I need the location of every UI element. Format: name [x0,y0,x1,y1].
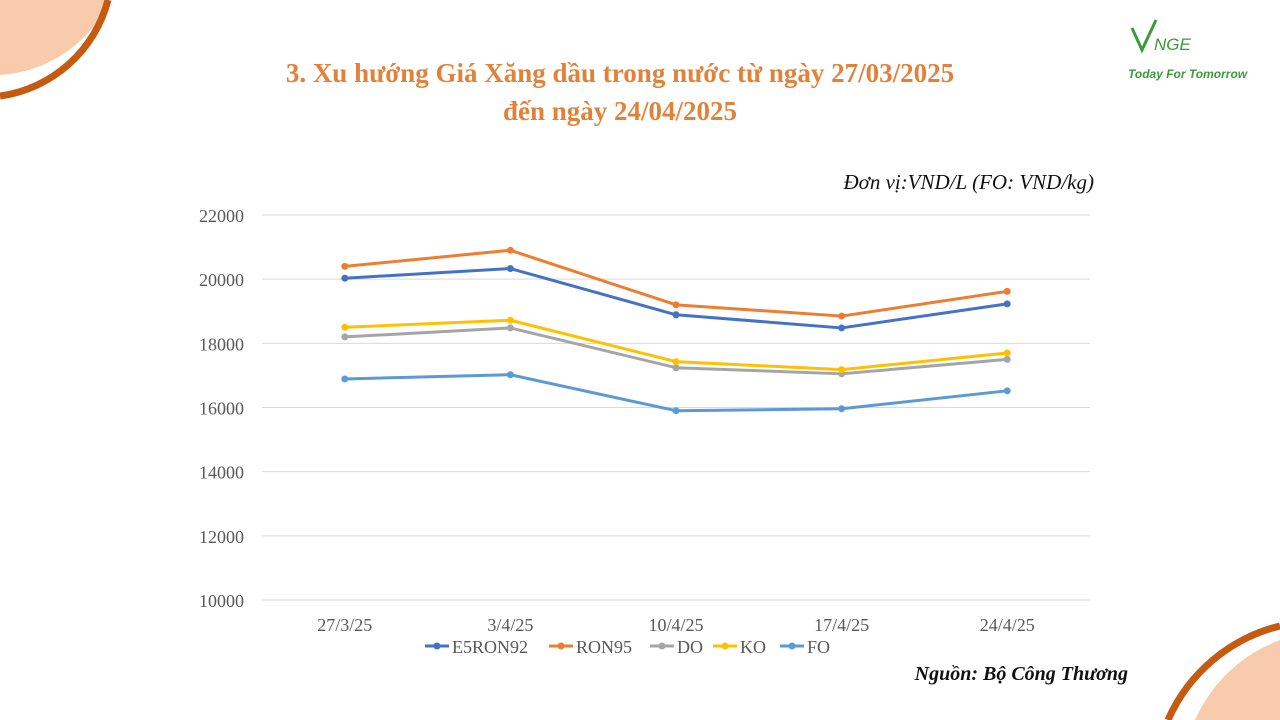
top-left-peach-arc [0,0,110,75]
series-lines [341,246,1011,415]
data-point [506,316,514,324]
legend: E5RON92 RON95 DO KO FO [425,637,830,657]
data-point [672,301,680,309]
legend-swatch-marker [788,642,796,650]
data-point [838,312,846,320]
data-point [838,405,846,413]
y-tick-label: 18000 [199,334,244,354]
series-line [344,373,1008,413]
data-point [506,265,514,273]
chart-title-line2: đến ngày 24/04/2025 [502,96,738,126]
data-point [1003,355,1011,363]
legend-item-ko: KO [713,637,766,657]
x-tick-label: 27/3/25 [317,615,372,635]
x-axis-tick-labels: 27/3/25 3/4/25 10/4/25 17/4/25 24/4/25 [317,615,1034,635]
bottom-right-orange-arc [1164,622,1280,720]
y-tick-label: 20000 [199,270,244,290]
data-point [838,366,846,374]
chart-title-line1: 3. Xu hướng Giá Xăng dầu trong nước từ n… [285,58,955,88]
data-point [1003,387,1011,395]
data-point [341,262,349,270]
x-tick-label: 10/4/25 [648,615,703,635]
data-point [506,371,514,379]
data-point [341,323,349,331]
data-point [341,375,349,383]
data-point [672,311,680,319]
legend-item-e5ron92: E5RON92 [425,637,528,657]
source-note: Nguồn: Bộ Công Thương [914,663,1128,685]
y-tick-label: 10000 [199,591,244,611]
series-fo [341,371,1011,415]
series-line [344,267,1008,330]
logo-text: NGE [1154,35,1192,54]
series-do [341,324,1011,378]
legend-swatch-marker [557,642,565,650]
logo-tagline: Today For Tomorrow [1128,67,1248,81]
data-point [341,274,349,282]
x-tick-label: 3/4/25 [487,615,533,635]
legend-item-ron95: RON95 [549,637,632,657]
data-point [672,407,680,415]
legend-label: DO [677,637,703,657]
y-axis-tick-labels: 10000 12000 14000 16000 18000 20000 22000 [199,206,244,611]
data-point [506,246,514,254]
data-point [672,364,680,372]
series-e5ron92 [341,265,1011,332]
series-ron95 [341,246,1011,320]
legend-label: E5RON92 [452,637,528,657]
legend-swatch-marker [721,642,729,650]
data-point [672,358,680,366]
series-ko [341,316,1011,374]
legend-label: KO [740,637,766,657]
unit-note: Đơn vị:VND/L (FO: VND/kg) [843,170,1094,194]
legend-swatch-marker [658,642,666,650]
x-tick-label: 17/4/25 [814,615,869,635]
legend-label: RON95 [576,637,632,657]
data-point [838,324,846,332]
data-point [1003,349,1011,357]
logo-v-mark [1130,19,1158,54]
data-point [1003,300,1011,308]
y-tick-label: 22000 [199,206,244,226]
legend-label: FO [807,637,830,657]
y-tick-label: 16000 [199,399,244,419]
bottom-right-peach-arc [1195,640,1280,720]
legend-item-do: DO [650,637,703,657]
y-tick-label: 14000 [199,463,244,483]
data-point [341,333,349,341]
legend-item-fo: FO [780,637,830,657]
top-left-orange-arc [0,0,112,100]
data-point [1003,287,1011,295]
y-tick-label: 12000 [199,527,244,547]
legend-swatch-marker [433,642,441,650]
vnge-logo: NGE [1130,19,1192,54]
x-tick-label: 24/4/25 [980,615,1035,635]
data-point [506,324,514,332]
